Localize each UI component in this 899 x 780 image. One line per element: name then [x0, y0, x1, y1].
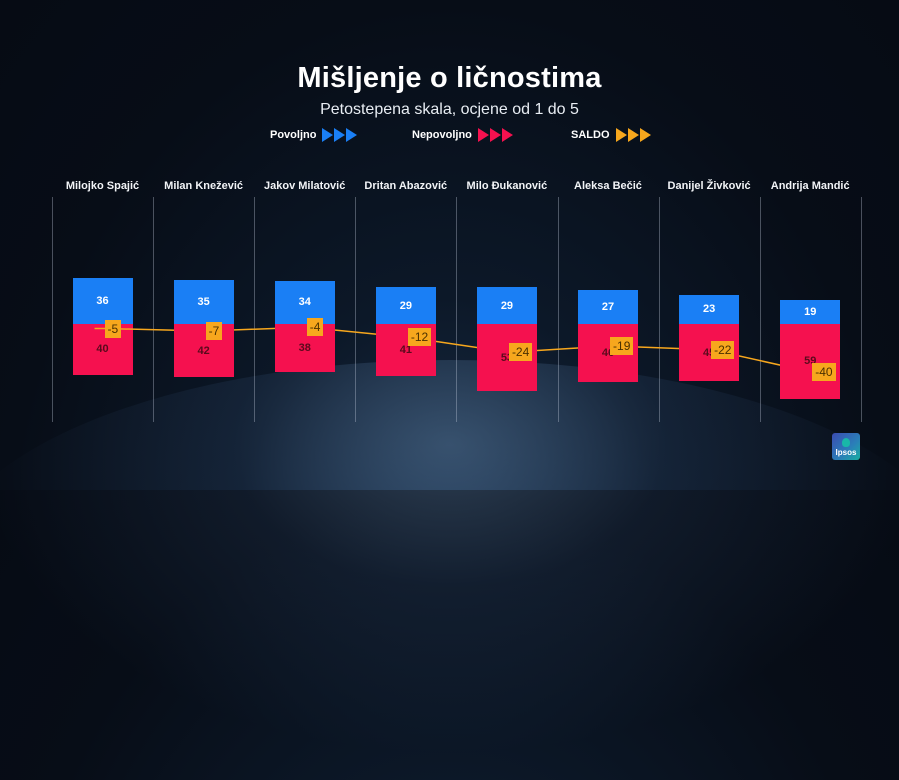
saldo-label: -40 [812, 363, 836, 382]
legend-nepovoljno: Nepovoljno [412, 128, 514, 142]
legend-povoljno: Povoljno [270, 128, 358, 142]
person-name: Jakov Milatović [264, 180, 346, 192]
person-name: Milan Knežević [164, 180, 244, 192]
bar-povoljno: 29 [476, 287, 537, 324]
column-divider [860, 197, 862, 422]
bar-nepovoljno: 38 [274, 324, 335, 373]
bar-nepovoljno: 42 [173, 324, 234, 378]
logo-text: Ipsos [835, 448, 857, 457]
person-name: Milo Đukanović [466, 180, 548, 192]
column-divider [456, 197, 458, 422]
person-name: Dritan Abazović [364, 180, 448, 192]
saldo-label: -5 [104, 319, 122, 338]
bar-nepovoljno: 40 [72, 324, 133, 375]
triple-arrow-icon [322, 128, 358, 142]
bar-povoljno: 34 [274, 280, 335, 324]
column-divider [759, 197, 761, 422]
column-divider [153, 197, 155, 422]
person-name: Milojko Spajić [65, 180, 140, 192]
chart-title: Mišljenje o ličnostima [297, 62, 602, 94]
logo-drop-icon [842, 438, 850, 447]
column-divider [557, 197, 559, 422]
bar-povoljno: 29 [375, 287, 436, 324]
triple-arrow-icon [615, 128, 652, 142]
legend-saldo: SALDO [571, 128, 652, 142]
bar-povoljno: 35 [173, 279, 234, 324]
chart-subtitle: Petostepena skala, ocjene od 1 do 5 [320, 101, 579, 118]
saldo-label: -4 [306, 318, 324, 337]
bar-povoljno: 36 [72, 278, 133, 324]
triple-arrow-icon [477, 128, 514, 142]
ipsos-logo: Ipsos [832, 433, 860, 460]
column-divider [52, 197, 53, 422]
person-name: Aleksa Bečić [574, 180, 642, 192]
column-divider [355, 197, 357, 422]
bar-povoljno: 27 [578, 289, 639, 324]
saldo-line [94, 326, 813, 373]
saldo-label: -19 [610, 337, 634, 355]
person-name: Danijel Živković [667, 180, 751, 192]
bar-povoljno: 23 [679, 294, 740, 324]
bar-nepovoljno: 59 [780, 324, 841, 399]
saldo-label: -24 [508, 343, 533, 362]
bar-povoljno: 19 [780, 299, 841, 324]
saldo-label: -12 [407, 328, 432, 347]
column-divider [658, 197, 660, 422]
saldo-label: -7 [205, 322, 223, 340]
legend-label: Povoljno [270, 129, 317, 141]
column-divider [254, 197, 256, 422]
legend-label: Nepovoljno [412, 129, 472, 141]
saldo-label: -22 [711, 340, 735, 359]
legend-label: SALDO [571, 129, 610, 141]
person-name: Andrija Mandić [770, 180, 850, 192]
